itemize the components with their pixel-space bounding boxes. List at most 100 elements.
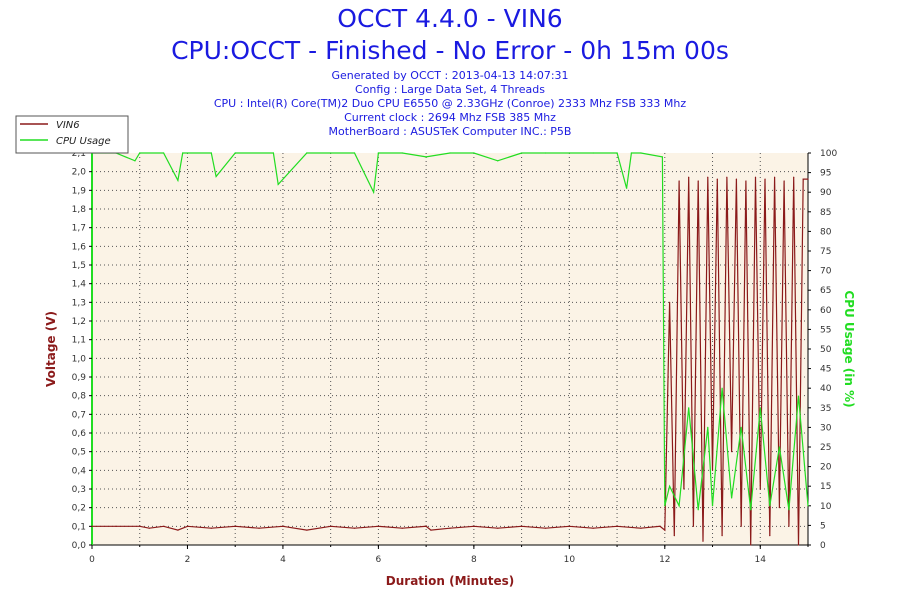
data-point [544,152,547,154]
data-point [797,395,800,397]
data-point [735,178,738,180]
data-point [163,525,165,527]
data-point [716,178,718,180]
data-point [282,525,284,527]
data-point [186,525,189,527]
y-right-tick-label: 90 [820,188,832,198]
data-point [626,187,628,189]
y-left-tick-label: 1,4 [72,280,87,290]
data-point [449,152,451,154]
data-point [215,175,217,178]
data-point [668,301,671,303]
x-tick-label: 6 [376,555,382,565]
data-point [258,527,260,529]
data-point [802,178,804,180]
data-point [568,152,570,154]
data-point [115,525,117,527]
y-left-tick-label: 0,7 [72,410,86,420]
data-point [793,176,795,178]
data-point [473,152,475,154]
data-point [473,525,475,527]
legend-label: VIN6 [56,120,80,131]
y-left-tick-label: 0,1 [72,522,86,532]
data-point [497,527,499,529]
legend-box [15,115,129,154]
data-point [721,387,723,389]
data-point [683,488,685,490]
data-point [778,507,780,509]
y-right-tick-label: 25 [820,443,831,453]
data-point [711,469,714,471]
x-tick-label: 12 [659,555,670,565]
legend: VIN6 CPU Usage [15,115,129,154]
y-right-tick-label: 10 [820,502,832,512]
y-left-tick-label: 1,1 [72,336,86,346]
data-point [592,527,594,529]
y-left-tick-label: 0,3 [72,485,86,495]
y-right-tick-label: 15 [820,482,831,492]
y-left-tick-label: 1,3 [72,298,86,308]
data-point [678,180,680,182]
data-point [353,152,356,154]
data-point [210,152,212,154]
data-point [234,525,236,527]
y-right-tick-label: 60 [820,306,832,316]
y-left-tick-label: 2,0 [72,168,87,178]
data-point [373,191,375,193]
y-left-tick-label: 0,9 [72,373,87,383]
data-point [497,160,499,162]
y-left-tick-label: 1,7 [72,224,86,234]
axes: 0 2 4 6 8 10 12 14 0,0 0,1 0,2 0,3 0,4 0,5 0,6 0,7 0,8 0,… [72,149,838,565]
chart-subtitle: CPU:OCCT - Finished - No Error - 0h 15m … [171,36,729,65]
data-point [521,152,523,154]
data-point [707,176,709,178]
data-point [731,451,733,453]
data-point [640,527,642,529]
data-point [425,525,427,527]
data-point [788,509,790,511]
data-point [640,152,642,154]
data-point [692,525,695,527]
data-point [521,525,523,527]
y-left-tick-label: 0,6 [72,429,87,439]
data-point [769,505,771,507]
data-point [702,540,704,542]
data-point [616,152,618,154]
data-point [330,152,332,154]
data-point [401,527,403,529]
y-right-tick-label: 75 [820,247,831,257]
data-point [134,160,136,162]
data-point [807,178,809,180]
data-point [659,525,661,527]
y-right-tick-label: 30 [820,423,832,433]
data-point [163,152,165,154]
data-point [754,176,757,178]
y-right-tick-label: 85 [820,208,831,218]
y-right-tick-label: 20 [820,463,832,473]
data-point [177,179,179,182]
data-point [668,485,671,487]
y-right-tick-label: 50 [820,345,832,355]
data-point [688,407,690,409]
data-point [750,509,752,511]
data-point [726,176,728,178]
y-right-tick-label: 70 [820,267,832,277]
x-tick-label: 8 [471,555,477,565]
x-tick-label: 0 [89,555,95,565]
y-right-tick-label: 95 [820,169,831,179]
data-point [797,544,800,546]
y-right-tick-label: 65 [820,286,831,296]
y-right-tick-label: 55 [820,325,831,335]
y-left-tick-label: 1,5 [72,261,86,271]
data-point [139,152,141,154]
data-point [592,152,594,154]
info-cpu: CPU : Intel(R) Core(TM)2 Duo CPU E6550 @… [213,97,687,110]
data-point [664,505,666,507]
data-point [764,178,766,180]
data-point [731,497,733,499]
data-point [740,525,742,527]
data-point [678,505,680,507]
y-left-tick-label: 1,9 [72,186,87,196]
data-point [778,446,780,448]
y-left-tick-label: 1,6 [72,242,87,252]
